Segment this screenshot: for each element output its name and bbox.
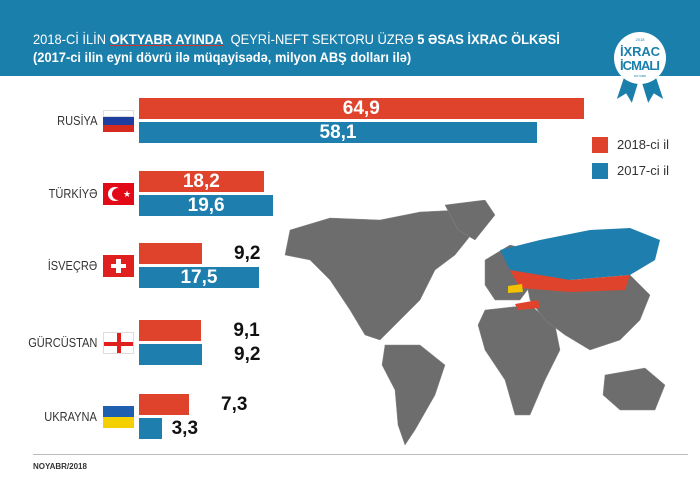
legend-swatch-2018 [592, 137, 608, 153]
north-america [284, 209, 476, 341]
turkey-flag: ★ [103, 183, 134, 205]
georgia-flag [103, 332, 134, 354]
bar-2018 [139, 171, 264, 192]
footer-divider [33, 454, 688, 455]
data-label: 17,5 [180, 267, 218, 288]
bar-2018 [139, 98, 584, 119]
bar-2017 [139, 267, 259, 288]
svg-text:2018: 2018 [636, 37, 646, 42]
bar-2017 [139, 195, 274, 216]
data-label: 9,2 [234, 243, 261, 264]
ixrac-icmali-badge-logo: 2018 İXRAC İCMALI NOYABR [614, 32, 666, 106]
footer-date: NOYABR/2018 [33, 462, 87, 471]
country-label: RUSİYA [56, 113, 97, 128]
svg-text:NOYABR: NOYABR [634, 74, 647, 78]
country-label: TÜRKİYƏ [48, 186, 97, 201]
bar-2017 [139, 344, 203, 365]
south-america [381, 344, 446, 446]
svg-text:İCMALI: İCMALI [620, 58, 660, 73]
greenland [444, 200, 496, 241]
legend-swatch-2017 [592, 163, 608, 179]
data-label: 58,1 [319, 122, 357, 143]
russia-flag [103, 110, 134, 132]
bar-2018 [139, 320, 202, 341]
data-label: 3,3 [171, 418, 199, 439]
title-line-1: 2018-Cİ İLİN OKTYABR AYINDA QEYRİ-NEFT S… [33, 31, 560, 47]
map-russia-2018 [510, 270, 630, 292]
data-label: 18,2 [182, 171, 220, 192]
svg-text:İXRAC: İXRAC [620, 44, 661, 59]
data-label: 9,1 [233, 320, 260, 341]
legend-label-2017: 2017-ci il [617, 163, 670, 178]
bar-2018 [139, 394, 189, 415]
data-label: 19,6 [187, 195, 225, 216]
bar-2018 [139, 243, 203, 264]
country-label: UKRAYNA [44, 409, 97, 424]
data-label: 7,3 [221, 394, 248, 415]
data-label: 64,9 [342, 98, 380, 119]
map-ukraine [508, 284, 523, 293]
header-band: 2018-Cİ İLİN OKTYABR AYINDA QEYRİ-NEFT S… [0, 0, 700, 76]
map-turkey [515, 300, 540, 310]
legend-label-2018: 2018-ci il [617, 137, 670, 152]
subtitle: (2017-ci ilin eyni dövrü ilə müqayisədə,… [33, 49, 412, 65]
map-russia [500, 228, 660, 280]
bar-2017 [139, 122, 537, 143]
country-label: GÜRCÜSTAN [27, 335, 97, 350]
australia [602, 367, 666, 411]
country-label: İSVEÇRƏ [47, 258, 97, 273]
ukraine-flag [103, 406, 134, 428]
world-map [284, 200, 666, 446]
bar-2017 [139, 418, 162, 439]
data-label: 9,2 [234, 344, 261, 365]
switzerland-flag [103, 255, 134, 277]
